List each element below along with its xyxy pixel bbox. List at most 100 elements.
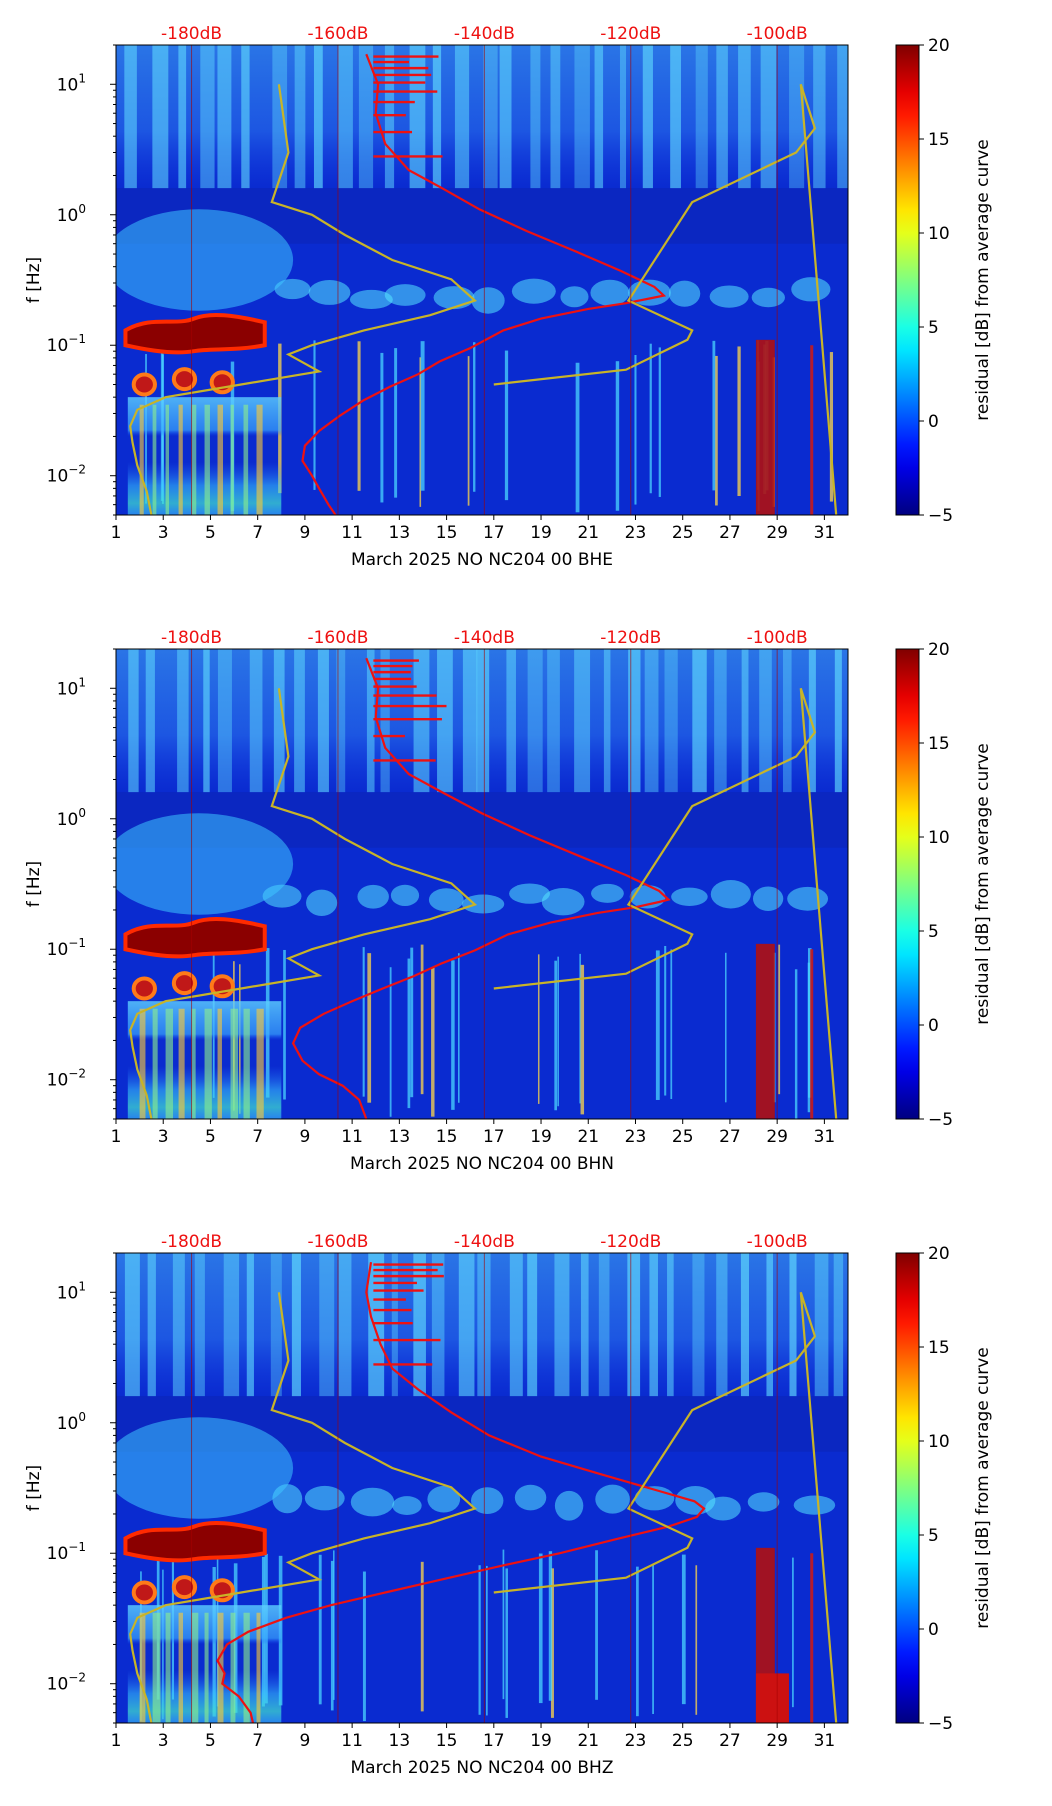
lf-streak: [362, 947, 365, 1097]
colorbar-tick-label: 15: [928, 1338, 950, 1358]
x-tick-label: 19: [530, 1127, 552, 1147]
microseism-blob: [747, 1492, 780, 1512]
axes-frame: [115, 648, 849, 1120]
microseism-blob: [304, 1485, 345, 1511]
x-tick-label: 11: [341, 523, 363, 543]
hf-stripe: [760, 45, 777, 189]
colorbar-tick-label: −5: [928, 1110, 953, 1130]
y-tick-label: 101: [57, 1279, 86, 1303]
x-tick-label: 11: [341, 1731, 363, 1751]
x-tick-label: 23: [625, 1731, 647, 1751]
lf-streak: [333, 1550, 335, 1700]
x-tick-label: 29: [766, 1127, 788, 1147]
hf-stripe: [766, 1253, 773, 1397]
microseism-blob: [705, 1496, 741, 1521]
hf-stripe: [789, 45, 805, 189]
x-axis-label: March 2025 NO NC204 00 BHE: [351, 550, 613, 570]
lf-streak: [649, 343, 652, 494]
y-tick-label: 10−2: [47, 463, 86, 487]
hf-stripe: [603, 649, 611, 793]
x-tick-label: 29: [766, 523, 788, 543]
lf-streak: [575, 362, 580, 513]
lf-streak: [737, 346, 741, 496]
hf-stripe: [336, 649, 346, 793]
hf-stripe: [249, 649, 263, 793]
hf-stripe: [152, 45, 169, 189]
x-tick-label: 9: [299, 1127, 310, 1147]
lf-energy-streak: [217, 404, 224, 515]
microseism-blob: [357, 884, 389, 909]
hf-stripe: [580, 1253, 589, 1397]
x-tick-label: 23: [625, 523, 647, 543]
colorbar-tick-label: 5: [928, 318, 939, 338]
lf-energy-streak: [178, 1008, 185, 1119]
y-tick-label: 100: [57, 806, 86, 830]
hf-stripe: [177, 649, 189, 793]
lf-streak: [695, 1565, 698, 1715]
hf-stripe: [527, 1253, 538, 1397]
hf-stripe: [808, 649, 816, 793]
hf-stripe: [834, 649, 842, 793]
lf-streak: [389, 967, 392, 1117]
hf-stripe: [338, 1253, 352, 1397]
noise-model-high: [493, 687, 838, 1119]
y-tick-label: 10−2: [47, 1067, 86, 1091]
lf-streak: [362, 1571, 366, 1722]
hf-stripe: [454, 45, 470, 189]
db-label: -120dB: [600, 628, 661, 648]
lf-energy-streak: [243, 1612, 250, 1723]
microseism-peak-primary: [123, 1521, 267, 1563]
db-label: -120dB: [600, 24, 661, 44]
lf-streak: [655, 950, 660, 1100]
colorbar: [895, 648, 920, 1120]
microseism-peak-secondary: [131, 372, 157, 397]
colorbar-tick-label: 5: [928, 1526, 939, 1546]
hf-stripe: [837, 45, 848, 189]
hf-stripe: [217, 45, 232, 189]
x-tick-label: 29: [766, 1731, 788, 1751]
microseism-blob: [392, 1496, 422, 1516]
colorbar-tick-label: 10: [928, 224, 950, 244]
lf-streak: [457, 953, 460, 1103]
hf-stripe: [172, 1253, 185, 1397]
y-axis-label: f [Hz]: [24, 257, 44, 303]
event-line: [810, 949, 814, 1119]
lf-streak: [420, 1561, 424, 1712]
noise-model-low: [129, 84, 478, 515]
lf-streak: [367, 953, 372, 1103]
colorbar-tick-label: 0: [928, 1016, 939, 1036]
db-label: -120dB: [600, 1232, 661, 1252]
lf-streak: [652, 1564, 654, 1714]
y-axis-label: f [Hz]: [24, 861, 44, 907]
microseism-peak-secondary: [171, 367, 198, 392]
hf-stripe: [319, 1253, 335, 1397]
y-tick-label: 10−1: [47, 1540, 86, 1564]
hf-stripe: [670, 45, 681, 189]
spectrogram: [116, 1253, 848, 1723]
x-tick-label: 15: [436, 1127, 458, 1147]
panel-bhz: 1 3 5 7 9 11 13 15 17 19 21 23 25 27 29 3110110010−110−…: [24, 1232, 993, 1778]
y-tick-label: 10−1: [47, 332, 86, 356]
x-tick-label: 3: [158, 1731, 169, 1751]
hf-stripe: [294, 45, 306, 189]
microseism-blob: [590, 279, 630, 306]
microseism-blob: [668, 280, 701, 307]
noise-model-high: [493, 1291, 838, 1723]
average-psd-curve: [291, 657, 671, 1119]
x-tick-label: 9: [299, 1731, 310, 1751]
x-tick-label: 7: [252, 523, 263, 543]
hf-stripe: [462, 649, 478, 793]
hf-stripe: [738, 45, 751, 189]
hf-stripe: [384, 45, 395, 189]
lf-streak: [580, 964, 585, 1115]
noise-model-low: [129, 688, 478, 1119]
colorbar-tick-label: 10: [928, 1432, 950, 1452]
hf-stripe: [294, 649, 305, 793]
lf-streak: [318, 1554, 322, 1705]
hf-stripe: [483, 45, 498, 189]
microseism-blob: [541, 888, 585, 916]
lf-streak: [658, 347, 661, 497]
lf-streak: [357, 341, 361, 491]
lf-streak: [554, 960, 558, 1111]
